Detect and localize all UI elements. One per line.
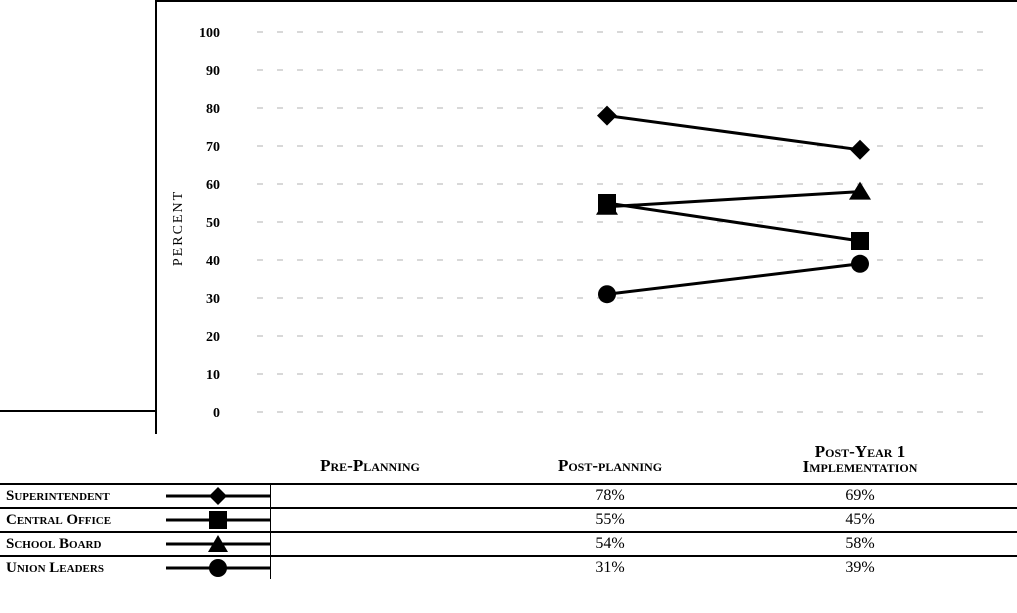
data-point-union-leaders: [851, 254, 869, 273]
table-row-school-board: School Board 54% 58%: [0, 531, 1017, 555]
y-tick-label: 0: [213, 406, 220, 421]
y-tick-label: 40: [206, 254, 220, 269]
y-tick-label: 90: [206, 64, 220, 79]
table-row-union-leaders: Union Leaders 31% 39%: [0, 555, 1017, 605]
data-point-superintendent: [850, 139, 870, 160]
data-table: Pre-Planning Post-planning Post-Year 1 I…: [0, 410, 1017, 613]
legend-label-superintendent: Superintendent: [6, 488, 110, 504]
legend-label-central-office: Central Office: [6, 512, 112, 528]
line-chart: PERCENT 0 10 20 30 40 50 60 70 80 90 100: [171, 26, 987, 421]
y-tick-label: 60: [206, 178, 220, 193]
data-point-school-board: [596, 196, 618, 215]
legend-swatch-diamond: [166, 487, 270, 505]
y-tick-label: 80: [206, 102, 220, 117]
y-tick-label: 100: [199, 26, 220, 41]
y-tick-label: 70: [206, 140, 220, 155]
series-line-superintendent: [606, 114, 861, 152]
column-header-post-year-1: Post-Year 1 Implementation: [802, 442, 918, 476]
legend-swatch-circle: [166, 559, 270, 577]
data-point-union-leaders: [598, 285, 616, 304]
y-tick-label: 30: [206, 292, 220, 307]
table-cell: 31%: [595, 559, 625, 576]
data-point-central-office: [851, 232, 869, 250]
legend-label-school-board: School Board: [6, 536, 102, 552]
series-line-union-leaders: [606, 262, 861, 296]
table-row-central-office: Central Office 55% 45%: [0, 507, 1017, 531]
data-point-school-board: [849, 181, 871, 200]
table-cell: 69%: [845, 487, 875, 504]
table-cell: 39%: [845, 559, 875, 576]
series-line-central-office: [606, 201, 861, 243]
y-tick-label: 50: [206, 216, 220, 231]
series-line-school-board: [606, 190, 861, 209]
plot-frame: [155, 0, 1017, 434]
legend-label-union-leaders: Union Leaders: [6, 560, 104, 576]
table-cell: 55%: [595, 511, 625, 528]
legend-swatch-triangle: [166, 535, 270, 552]
table-corner: [0, 410, 155, 434]
column-header-post-planning: Post-planning: [557, 456, 663, 475]
y-tick-label: 10: [206, 368, 220, 383]
table-cell: 45%: [845, 511, 875, 528]
table-cell: 78%: [595, 487, 625, 504]
y-tick-label: 20: [206, 330, 220, 345]
table-cell: 58%: [845, 535, 875, 552]
data-point-superintendent: [597, 105, 617, 126]
legend-swatch-square: [166, 511, 270, 529]
column-header-pre-planning: Pre-Planning: [320, 456, 420, 475]
table-cell: 54%: [595, 535, 625, 552]
table-row-superintendent: Superintendent 78% 69%: [0, 483, 1017, 507]
y-axis-label: PERCENT: [171, 190, 186, 266]
